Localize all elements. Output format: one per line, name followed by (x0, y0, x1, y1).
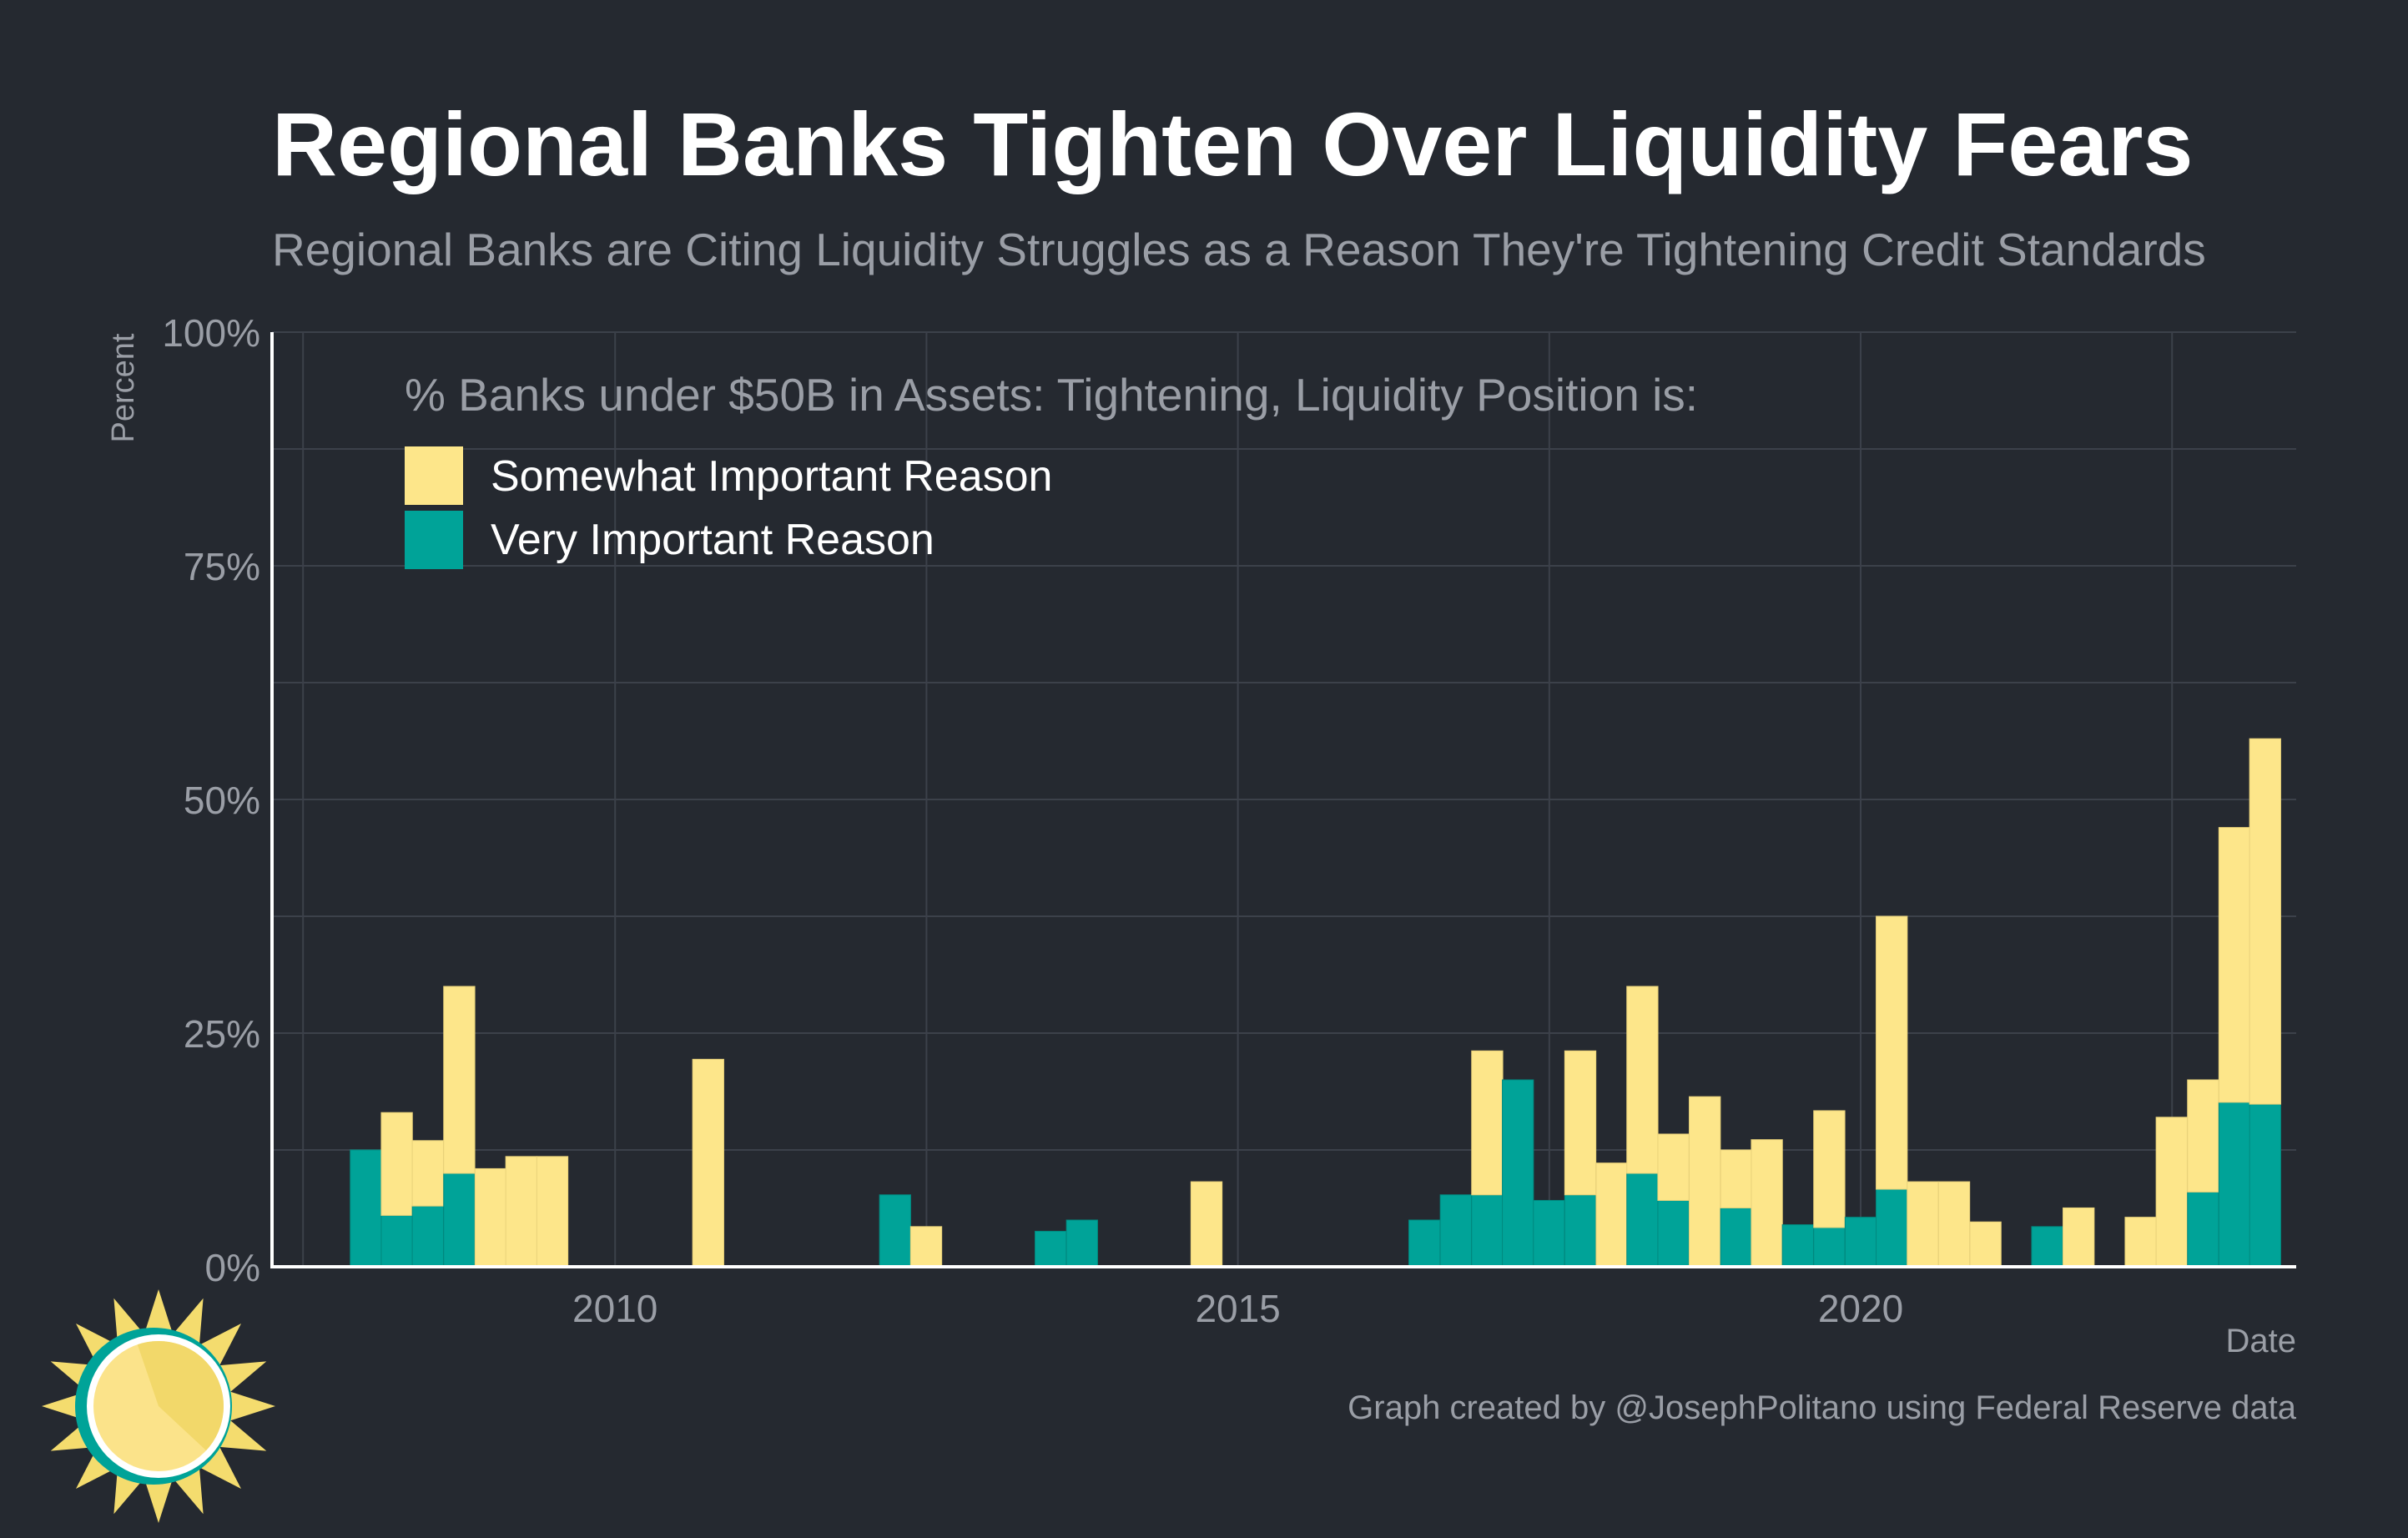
bar-somewhat (380, 1112, 413, 1216)
bar-somewhat (1969, 1221, 2002, 1268)
bar-very (411, 1205, 444, 1268)
bar-somewhat (909, 1226, 943, 1268)
bar-very (1564, 1194, 1597, 1268)
bar-somewhat (2249, 738, 2281, 1105)
legend-label-somewhat: Somewhat Important Reason (491, 452, 1052, 501)
bar-very (2249, 1103, 2281, 1268)
bar-very (1720, 1207, 1752, 1268)
x-tick-label: 2010 (572, 1287, 657, 1330)
legend: % Banks under $50B in Assets: Tightening… (405, 369, 1698, 569)
bar-somewhat (1907, 1181, 1939, 1268)
y-tick-label: 25% (184, 1012, 260, 1056)
y-tick-label: 50% (184, 779, 260, 822)
bar-very (443, 1172, 476, 1268)
x-tick-label: 2015 (1195, 1287, 1280, 1330)
bar-somewhat (1595, 1162, 1628, 1268)
bar-very (1035, 1230, 1067, 1268)
bar-somewhat (474, 1167, 507, 1268)
bar-very (1502, 1079, 1534, 1268)
bar-somewhat (1937, 1181, 1971, 1268)
bar-somewhat (2218, 827, 2251, 1103)
bar-very (1533, 1199, 1565, 1268)
bar-very (1439, 1194, 1472, 1268)
bar-very (2218, 1102, 2251, 1268)
chart-caption: Graph created by @JosephPolitano using F… (1348, 1389, 2297, 1426)
bar-very (2187, 1191, 2219, 1268)
bar-somewhat (2155, 1117, 2188, 1268)
bar-somewhat (1564, 1050, 1597, 1196)
bar-somewhat (1720, 1149, 1752, 1208)
y-tick-label: 75% (184, 545, 260, 588)
bar-somewhat (1689, 1096, 1721, 1268)
bars-layer (350, 738, 2281, 1268)
y-tick-label: 100% (162, 311, 260, 355)
bar-somewhat (411, 1140, 444, 1207)
bar-somewhat (2187, 1079, 2219, 1193)
bar-somewhat (443, 986, 476, 1174)
sun-logo-icon (42, 1289, 275, 1523)
y-axis-label: Percent (106, 333, 141, 442)
x-tick-label: 2020 (1818, 1287, 1903, 1330)
bar-somewhat (1190, 1181, 1223, 1268)
bar-somewhat (536, 1156, 569, 1268)
bar-very (1471, 1194, 1504, 1268)
bar-very (1065, 1219, 1098, 1268)
bar-somewhat (2063, 1207, 2095, 1268)
bar-very (1844, 1217, 1877, 1268)
bar-very (879, 1194, 911, 1268)
axes-layer: 0% 25% 50% 75% 100% 2010 2015 2020 (162, 311, 2296, 1330)
sun-wedge (137, 1341, 224, 1451)
bar-somewhat (1657, 1133, 1690, 1201)
chart-subtitle: Regional Banks are Citing Liquidity Stru… (272, 224, 2206, 275)
bar-very (1813, 1227, 1846, 1268)
bar-somewhat (2124, 1217, 2157, 1268)
plot-grid (272, 331, 2296, 1268)
legend-label-very: Very Important Reason (491, 516, 934, 564)
bar-very (2031, 1226, 2063, 1268)
bar-very (1626, 1172, 1659, 1268)
legend-swatch-somewhat (405, 446, 463, 505)
bar-somewhat (1813, 1110, 1846, 1228)
bar-somewhat (1626, 986, 1659, 1174)
chart-title: Regional Banks Tighten Over Liquidity Fe… (272, 93, 2194, 194)
bar-somewhat (692, 1058, 724, 1268)
bar-somewhat (505, 1156, 537, 1268)
bar-somewhat (1876, 915, 1908, 1190)
bar-very (1876, 1188, 1908, 1268)
y-tick-label: 0% (205, 1246, 260, 1289)
bar-very (350, 1149, 382, 1268)
bar-somewhat (1751, 1139, 1783, 1268)
bar-very (1408, 1219, 1441, 1268)
bar-very (1781, 1224, 1814, 1268)
bar-very (380, 1214, 413, 1268)
legend-swatch-very (405, 511, 463, 569)
legend-title: % Banks under $50B in Assets: Tightening… (405, 369, 1698, 421)
bar-somewhat (1471, 1050, 1504, 1196)
x-axis-label: Date (2226, 1323, 2297, 1359)
bar-very (1657, 1199, 1690, 1268)
